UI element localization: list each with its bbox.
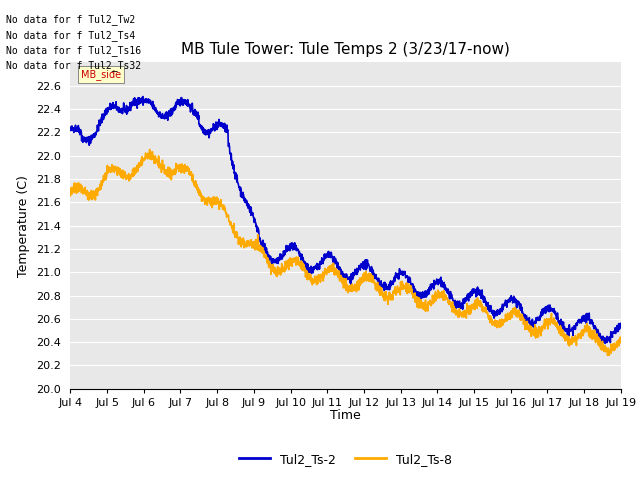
Line: Tul2_Ts-8: Tul2_Ts-8	[70, 149, 621, 356]
Tul2_Ts-2	[362, 260, 369, 265]
Tul2_Ts-2	[374, 277, 381, 283]
Tul2_Ts-8	[146, 146, 154, 152]
Tul2_Ts-8	[374, 279, 381, 285]
Tul2_Ts-2	[602, 340, 609, 346]
Tul2_Ts-8	[362, 272, 369, 277]
Tul2_Ts-2	[617, 322, 625, 328]
Line: Tul2_Ts-2: Tul2_Ts-2	[70, 96, 621, 343]
Tul2_Ts-2	[584, 316, 591, 322]
Legend: Tul2_Ts-2, Tul2_Ts-8: Tul2_Ts-2, Tul2_Ts-8	[234, 448, 457, 471]
Text: No data for f Tul2_Ts4: No data for f Tul2_Ts4	[6, 30, 136, 41]
X-axis label: Time: Time	[330, 409, 361, 422]
Tul2_Ts-8	[220, 207, 228, 213]
Tul2_Ts-8	[67, 193, 74, 199]
Tul2_Ts-2	[67, 127, 74, 132]
Tul2_Ts-8	[506, 313, 513, 319]
Tul2_Ts-8	[568, 335, 576, 340]
Y-axis label: Temperature (C): Temperature (C)	[17, 175, 30, 276]
Text: No data for f Tul2_Tw2: No data for f Tul2_Tw2	[6, 14, 136, 25]
Title: MB Tule Tower: Tule Temps 2 (3/23/17-now): MB Tule Tower: Tule Temps 2 (3/23/17-now…	[181, 42, 510, 57]
Text: MB_side: MB_side	[81, 69, 122, 80]
Tul2_Ts-8	[617, 337, 625, 343]
Tul2_Ts-2	[568, 324, 576, 330]
Tul2_Ts-2	[139, 94, 147, 99]
Text: No data for f Tul2_Ts16: No data for f Tul2_Ts16	[6, 45, 141, 56]
Tul2_Ts-2	[220, 121, 228, 127]
Tul2_Ts-8	[584, 327, 591, 333]
Tul2_Ts-8	[604, 353, 611, 359]
Text: No data for f Tul2_Ts32: No data for f Tul2_Ts32	[6, 60, 141, 72]
Tul2_Ts-2	[506, 296, 513, 302]
